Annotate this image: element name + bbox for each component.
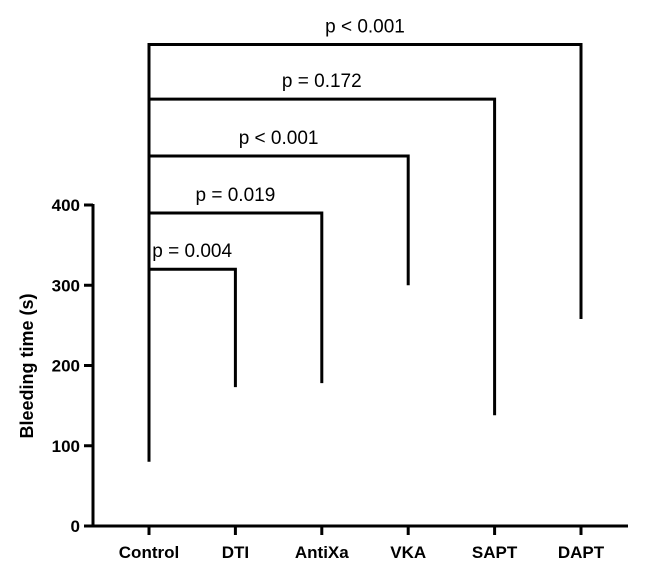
p-value-sapt: p = 0.172 — [282, 71, 362, 92]
x-tick-label: SAPT — [472, 543, 518, 562]
p-value-vka: p < 0.001 — [239, 128, 319, 149]
x-tick-label: DAPT — [558, 543, 605, 562]
y-tick-label: 300 — [52, 276, 80, 295]
bracket-control-vs-sapt — [147, 97, 497, 416]
x-tick-label: AntiXa — [295, 543, 349, 562]
x-ticks: Control DTI AntiXa VKA SAPT DAPT — [119, 526, 605, 562]
x-tick-label: DTI — [222, 543, 249, 562]
y-ticks: 0 100 200 300 400 — [52, 196, 93, 536]
y-tick-label: 100 — [52, 437, 80, 456]
p-value-dti: p = 0.004 — [152, 241, 232, 262]
bracket-control-vs-vka — [147, 154, 410, 286]
p-value-antixa: p = 0.019 — [196, 185, 276, 206]
y-axis-label: Bleeding time (s) — [17, 293, 37, 438]
bracket-control-vs-dti — [147, 267, 237, 462]
x-tick-label: VKA — [390, 543, 426, 562]
y-tick-label: 0 — [71, 517, 80, 536]
y-tick-label: 200 — [52, 357, 80, 376]
y-tick-label: 400 — [52, 196, 80, 215]
bracket-control-vs-dapt — [147, 43, 583, 319]
comparison-brackets: p = 0.004 p = 0.019 p < 0.001 p = 0.172 p < … — [147, 17, 583, 462]
bracket-control-vs-antixa — [147, 211, 324, 384]
p-value-dapt: p < 0.001 — [325, 17, 405, 38]
x-tick-label: Control — [119, 543, 179, 562]
